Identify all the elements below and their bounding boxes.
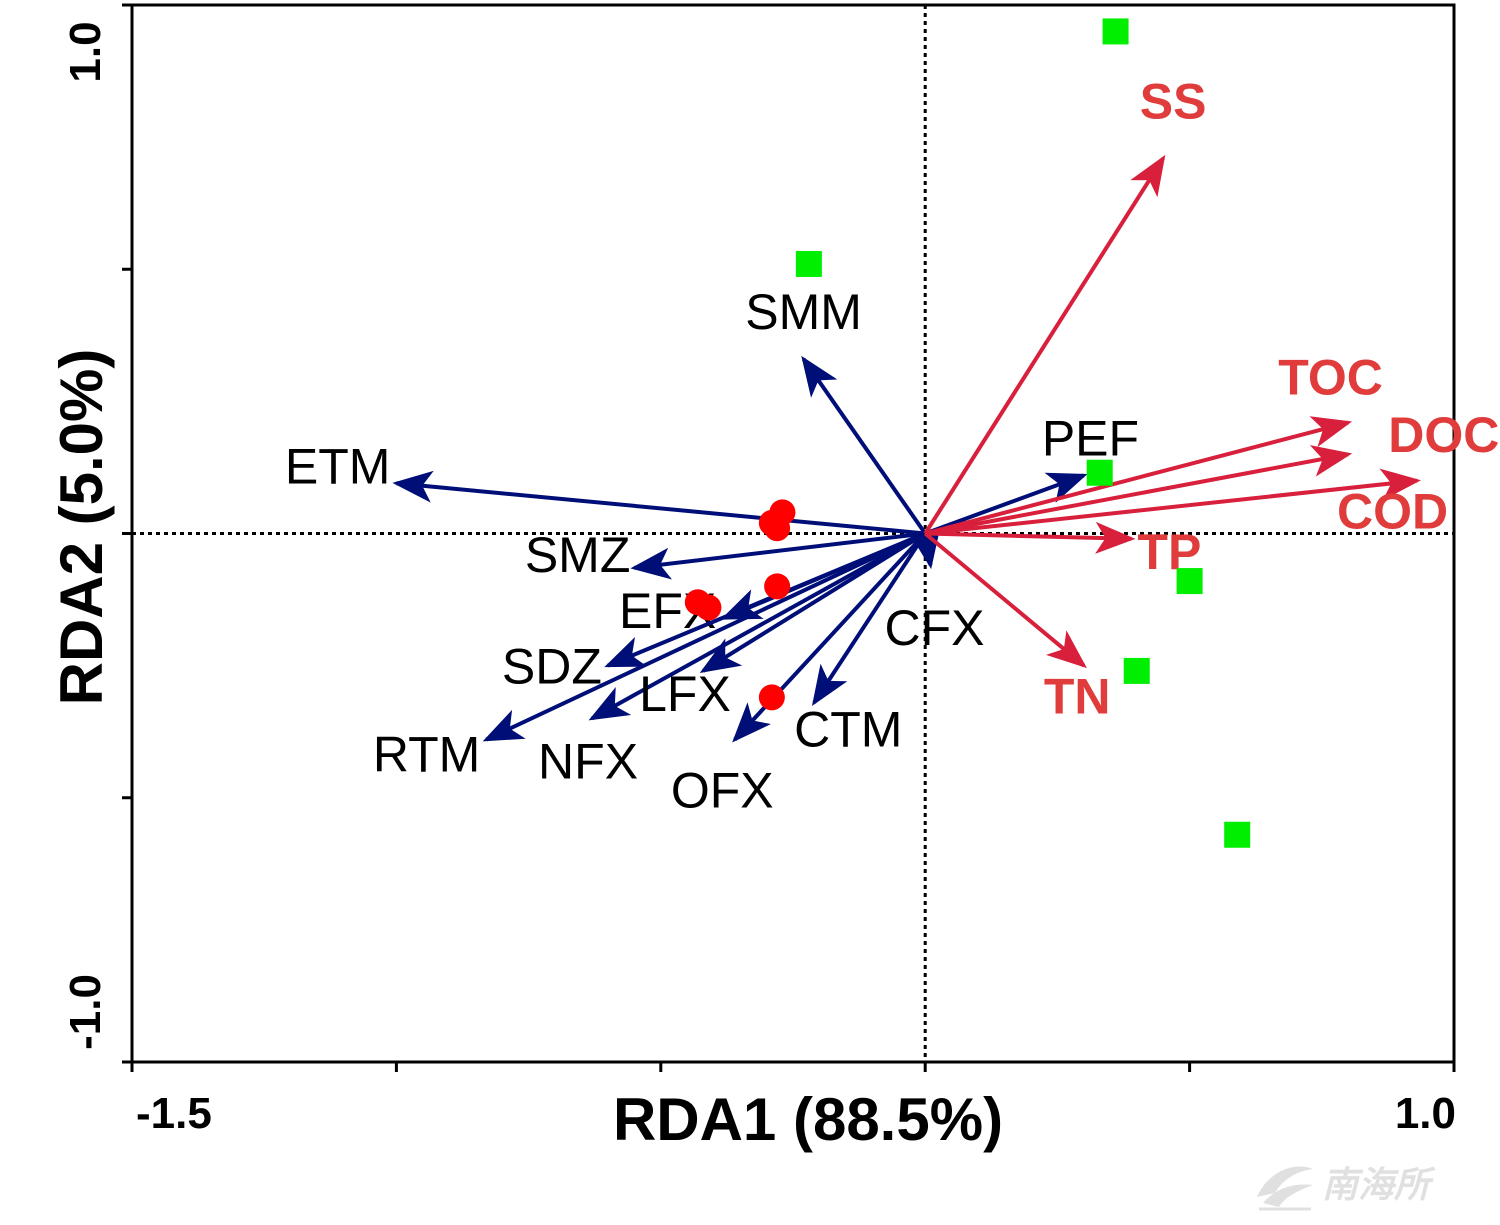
site-point-square-11 <box>1176 568 1203 595</box>
site-point-square-9 <box>1102 18 1129 45</box>
site-point-circle-6 <box>695 594 722 621</box>
species-arrow-pef <box>924 472 1088 536</box>
y-tick-labels: 1.0 -1.0 <box>61 21 110 1050</box>
species-label-smz: SMZ <box>525 527 631 583</box>
site-point-square-12 <box>1123 657 1150 684</box>
env-arrow-tp <box>925 521 1136 554</box>
species-arrow-lfx <box>699 531 927 674</box>
env-label-ss: SS <box>1140 73 1207 129</box>
env-arrow-tn <box>923 531 1087 669</box>
y-axis-label: RDA2 (5.0%) <box>48 349 115 706</box>
watermark: 南海所 <box>1257 1164 1436 1211</box>
env-label-toc: TOC <box>1278 350 1383 406</box>
site-point-circle-7 <box>758 684 785 711</box>
x-tick-labels: -1.5 1.0 <box>136 1089 1456 1138</box>
species-arrow-smm <box>801 355 927 535</box>
y-tick-label: -1.0 <box>61 974 110 1050</box>
site-point-square-13 <box>1224 821 1251 848</box>
env-arrow-doc <box>924 445 1353 536</box>
env-arrow-toc <box>924 416 1353 536</box>
species-label-cfx: CFX <box>884 600 984 656</box>
species-arrow-cfx <box>908 527 941 570</box>
env-label-tn: TN <box>1044 669 1111 725</box>
species-label-ofx: OFX <box>671 763 774 819</box>
watermark-text: 南海所 <box>1322 1164 1436 1205</box>
x-axis-ticks <box>130 1062 1456 1072</box>
species-arrow-ctm <box>811 532 927 706</box>
env-label-doc: DOC <box>1388 407 1499 463</box>
site-point-square-8 <box>795 250 822 277</box>
y-axis-ticks <box>122 3 132 1064</box>
x-axis-label: RDA1 (88.5%) <box>613 1086 1003 1153</box>
species-arrow-nfx <box>588 531 927 721</box>
species-arrow-rtm <box>482 531 927 742</box>
env-arrow-ss <box>923 154 1166 535</box>
site-point-square-10 <box>1086 459 1113 486</box>
env-label-cod: COD <box>1337 484 1448 540</box>
species-label-lfx: LFX <box>639 666 731 722</box>
y-tick-label: 1.0 <box>61 21 110 82</box>
watermark-logo-icon <box>1257 1166 1313 1211</box>
x-tick-label: -1.5 <box>136 1089 212 1138</box>
site-point-circle-4 <box>764 573 791 600</box>
species-label-smm: SMM <box>745 284 862 340</box>
species-label-etm: ETM <box>285 438 391 494</box>
x-tick-label: 1.0 <box>1395 1089 1456 1138</box>
species-label-pef: PEF <box>1042 410 1139 466</box>
species-label-nfx: NFX <box>538 733 638 789</box>
species-label-rtm: RTM <box>373 727 480 783</box>
species-label-sdz: SDZ <box>502 639 602 695</box>
species-label-ctm: CTM <box>794 702 902 758</box>
env-arrow-cod <box>924 468 1421 536</box>
site-points <box>684 18 1251 848</box>
species-arrow-smz <box>630 531 926 580</box>
species-arrow-sdz <box>604 531 926 668</box>
site-point-circle-3 <box>764 515 791 542</box>
species-arrow-etm <box>392 470 926 536</box>
